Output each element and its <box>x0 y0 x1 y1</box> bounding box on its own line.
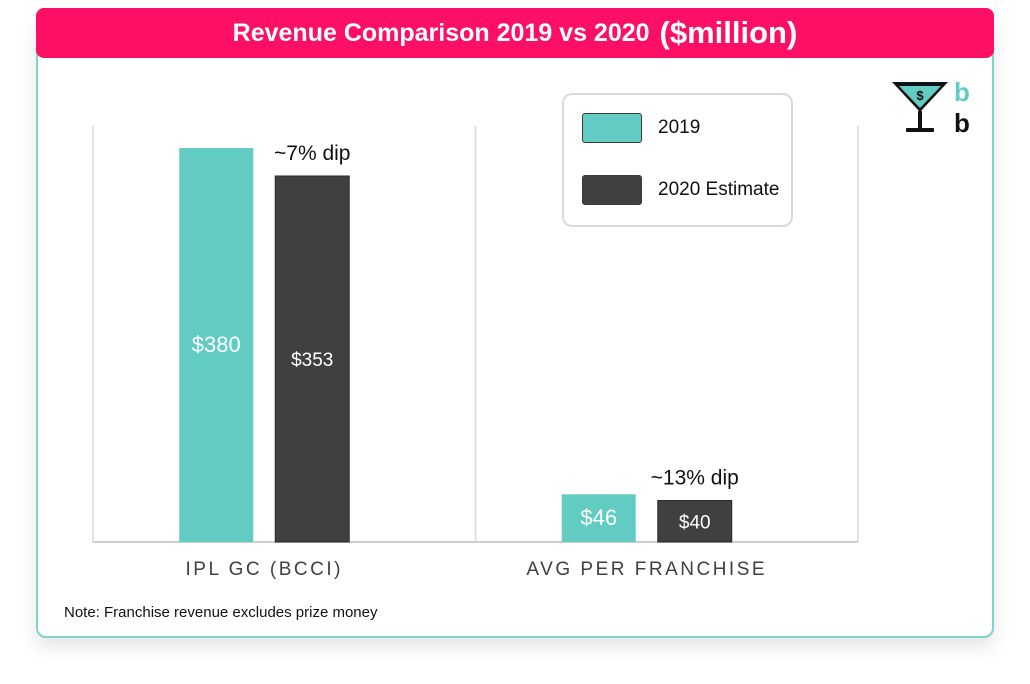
legend-swatch-2020 <box>582 175 642 205</box>
chart-title: Revenue Comparison 2019 vs 2020 <box>232 18 650 47</box>
bar-value-label: $380 <box>192 332 241 357</box>
dip-annotation: ~7% dip <box>274 142 350 165</box>
legend-swatch-2019 <box>582 113 642 143</box>
martini-glass-icon: $ <box>892 82 948 132</box>
chart-title-unit: ($million) <box>659 15 798 50</box>
legend-item-2019: 2019 <box>582 113 700 143</box>
bar-2020-1 <box>657 500 733 543</box>
logo: $ b b <box>892 78 970 138</box>
legend-item-2020: 2020 Estimate <box>582 175 779 205</box>
logo-letter-top: b <box>954 78 970 107</box>
dip-annotation: ~13% dip <box>651 467 739 490</box>
legend-label-2019: 2019 <box>658 117 701 138</box>
category-label: AVG PER FRANCHISE <box>526 559 767 580</box>
bar-2019-0 <box>179 148 254 542</box>
logo-letter-bottom: b <box>954 108 970 138</box>
bar-value-label: $40 <box>679 512 711 533</box>
logo-dollar: $ <box>916 88 924 103</box>
bar-value-label: $353 <box>291 350 333 371</box>
title-bar: Revenue Comparison 2019 vs 2020 ($millio… <box>36 8 994 58</box>
legend-label-2020: 2020 Estimate <box>658 179 780 200</box>
footnote: Note: Franchise revenue excludes prize m… <box>64 604 378 621</box>
legend: 2019 2020 Estimate <box>562 93 793 227</box>
bar-2020-0 <box>274 175 350 543</box>
bar-value-label: $46 <box>580 505 617 530</box>
bar-2019-1 <box>561 494 636 542</box>
category-label: IPL GC (BCCI) <box>186 559 343 580</box>
